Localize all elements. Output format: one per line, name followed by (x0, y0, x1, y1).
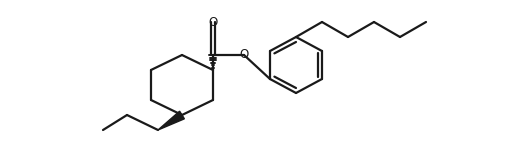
Polygon shape (158, 111, 185, 130)
Text: O: O (208, 15, 218, 28)
Text: O: O (239, 48, 249, 62)
